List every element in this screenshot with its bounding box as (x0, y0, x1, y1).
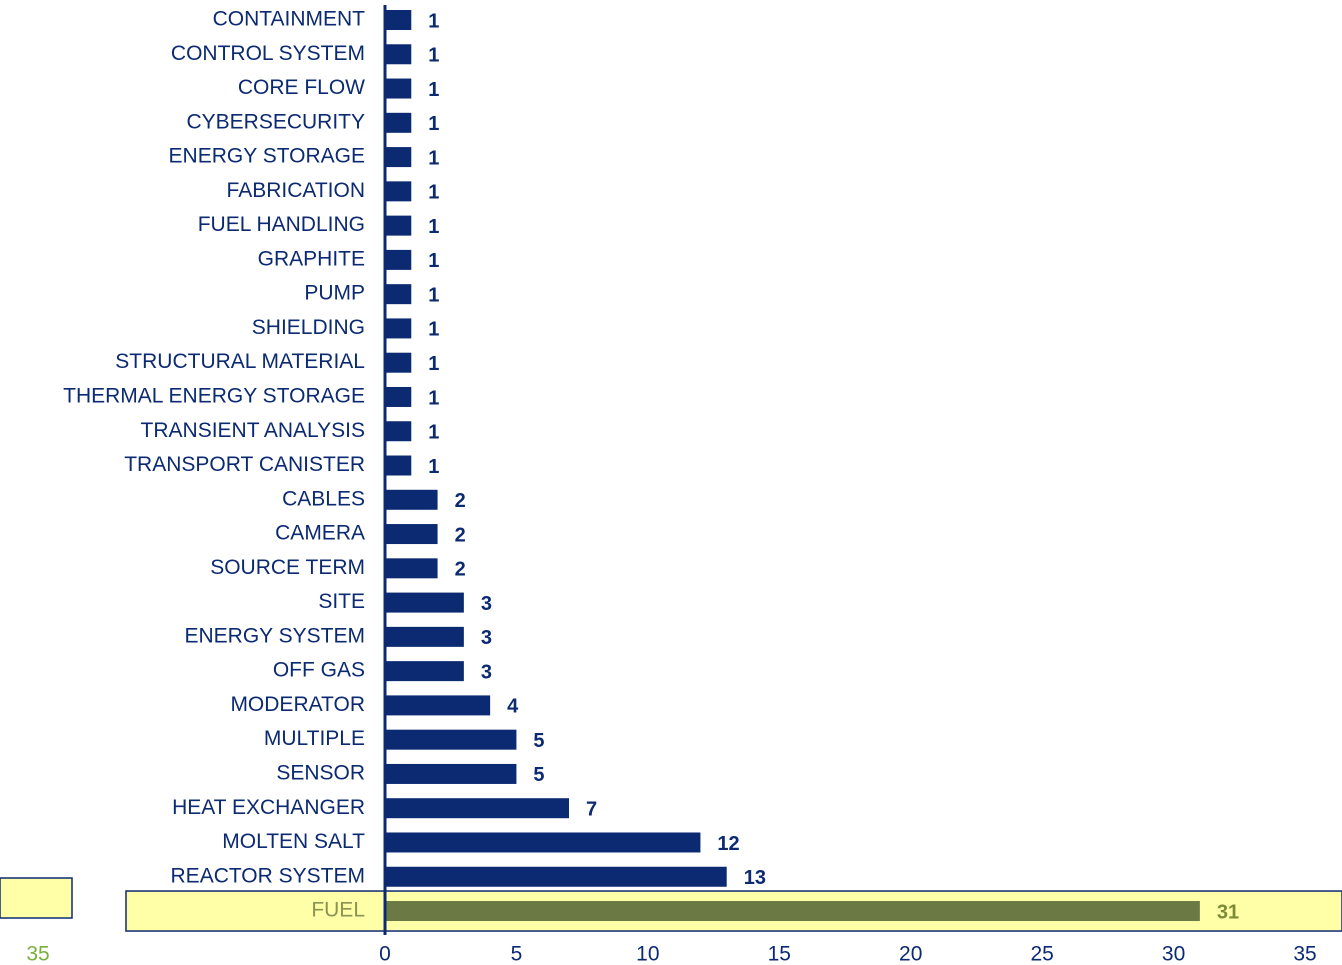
value-label: 1 (428, 182, 439, 204)
bar (385, 558, 438, 579)
y-tick-label: GRAPHITE (258, 247, 365, 270)
bar (385, 10, 412, 30)
y-tick-label: CABLES (282, 487, 365, 510)
value-label: 5 (533, 764, 544, 786)
x-tick-label: 15 (768, 943, 791, 965)
value-label: 1 (428, 45, 439, 67)
value-label: 1 (428, 10, 439, 32)
bar (385, 147, 412, 168)
y-tick-label: TRANSPORT CANISTER (124, 453, 365, 476)
y-tick-label: SENSOR (276, 761, 365, 784)
bar (385, 763, 517, 784)
y-tick-label: CONTROL SYSTEM (171, 42, 365, 65)
value-label: 1 (428, 456, 439, 478)
bar (385, 832, 701, 853)
bar (385, 626, 464, 647)
bar (385, 729, 517, 750)
value-label: 3 (481, 593, 492, 615)
value-label: 1 (428, 147, 439, 169)
value-label: 2 (455, 490, 466, 512)
legend-box (0, 877, 73, 919)
value-label: 2 (455, 524, 466, 546)
x-tick-label: 25 (1030, 943, 1053, 965)
y-tick-label: STRUCTURAL MATERIAL (115, 350, 365, 373)
bar (385, 78, 412, 99)
value-label: 1 (428, 422, 439, 444)
y-tick-label: MODERATOR (230, 693, 365, 716)
value-label: 31 (1217, 901, 1239, 923)
bar (385, 386, 412, 407)
y-tick-label: REACTOR SYSTEM (171, 864, 365, 887)
bar (385, 695, 491, 716)
x-tick-label: 0 (379, 943, 391, 965)
bar (385, 798, 569, 819)
value-label: 5 (533, 730, 544, 752)
y-tick-label: HEAT EXCHANGER (172, 796, 365, 819)
value-label: 1 (428, 284, 439, 306)
value-label: 1 (428, 216, 439, 238)
value-label: 1 (428, 319, 439, 341)
x-tick-label: 35 (1293, 943, 1316, 965)
value-label: 7 (586, 798, 597, 820)
y-tick-label: CAMERA (275, 522, 365, 545)
x-tick-label: 5 (511, 943, 523, 965)
y-tick-label: SHIELDING (252, 316, 365, 339)
y-tick-label: CORE FLOW (238, 76, 365, 99)
bar (385, 249, 412, 270)
y-tick-label: PUMP (304, 282, 365, 305)
y-tick-label: SITE (318, 590, 365, 613)
y-tick-label: ENERGY STORAGE (169, 145, 365, 168)
value-label: 1 (428, 387, 439, 409)
bar (385, 524, 438, 545)
value-label: 2 (455, 559, 466, 581)
annotation: 35 (26, 943, 49, 965)
y-tick-label: SOURCE TERM (210, 556, 365, 579)
value-label: 1 (428, 113, 439, 135)
value-label: 1 (428, 353, 439, 375)
x-tick-label: 20 (899, 943, 922, 965)
bar (385, 112, 412, 133)
bar (385, 318, 412, 339)
y-tick-label: FUEL (311, 899, 365, 922)
y-tick-label: MOLTEN SALT (222, 830, 365, 853)
bar (385, 215, 412, 236)
value-label: 3 (481, 661, 492, 683)
value-label: 3 (481, 627, 492, 649)
bar (385, 181, 412, 202)
bar (385, 661, 464, 682)
y-tick-label: CYBERSECURITY (186, 110, 365, 133)
x-tick-label: 30 (1162, 943, 1185, 965)
bar (385, 866, 727, 887)
bar (385, 455, 412, 476)
x-tick-label: 10 (636, 943, 659, 965)
value-label: 13 (744, 867, 766, 889)
y-tick-label: FUEL HANDLING (198, 213, 365, 236)
y-tick-label: TRANSIENT ANALYSIS (141, 419, 365, 442)
bar (385, 44, 412, 65)
y-tick-label: ENERGY SYSTEM (185, 624, 366, 647)
y-tick-label: CONTAINMENT (213, 8, 366, 31)
y-tick-label: OFF GAS (273, 659, 365, 682)
value-label: 1 (428, 79, 439, 101)
bar (385, 284, 412, 305)
value-label: 1 (428, 250, 439, 272)
bar (385, 421, 412, 442)
value-label: 12 (717, 833, 739, 855)
bar (385, 352, 412, 373)
value-label: 4 (507, 696, 519, 718)
y-tick-label: THERMAL ENERGY STORAGE (63, 385, 365, 408)
bar (385, 592, 464, 613)
y-tick-label: MULTIPLE (264, 727, 365, 750)
y-tick-label: FABRICATION (227, 179, 365, 202)
bar (385, 901, 1200, 922)
bar (385, 489, 438, 510)
